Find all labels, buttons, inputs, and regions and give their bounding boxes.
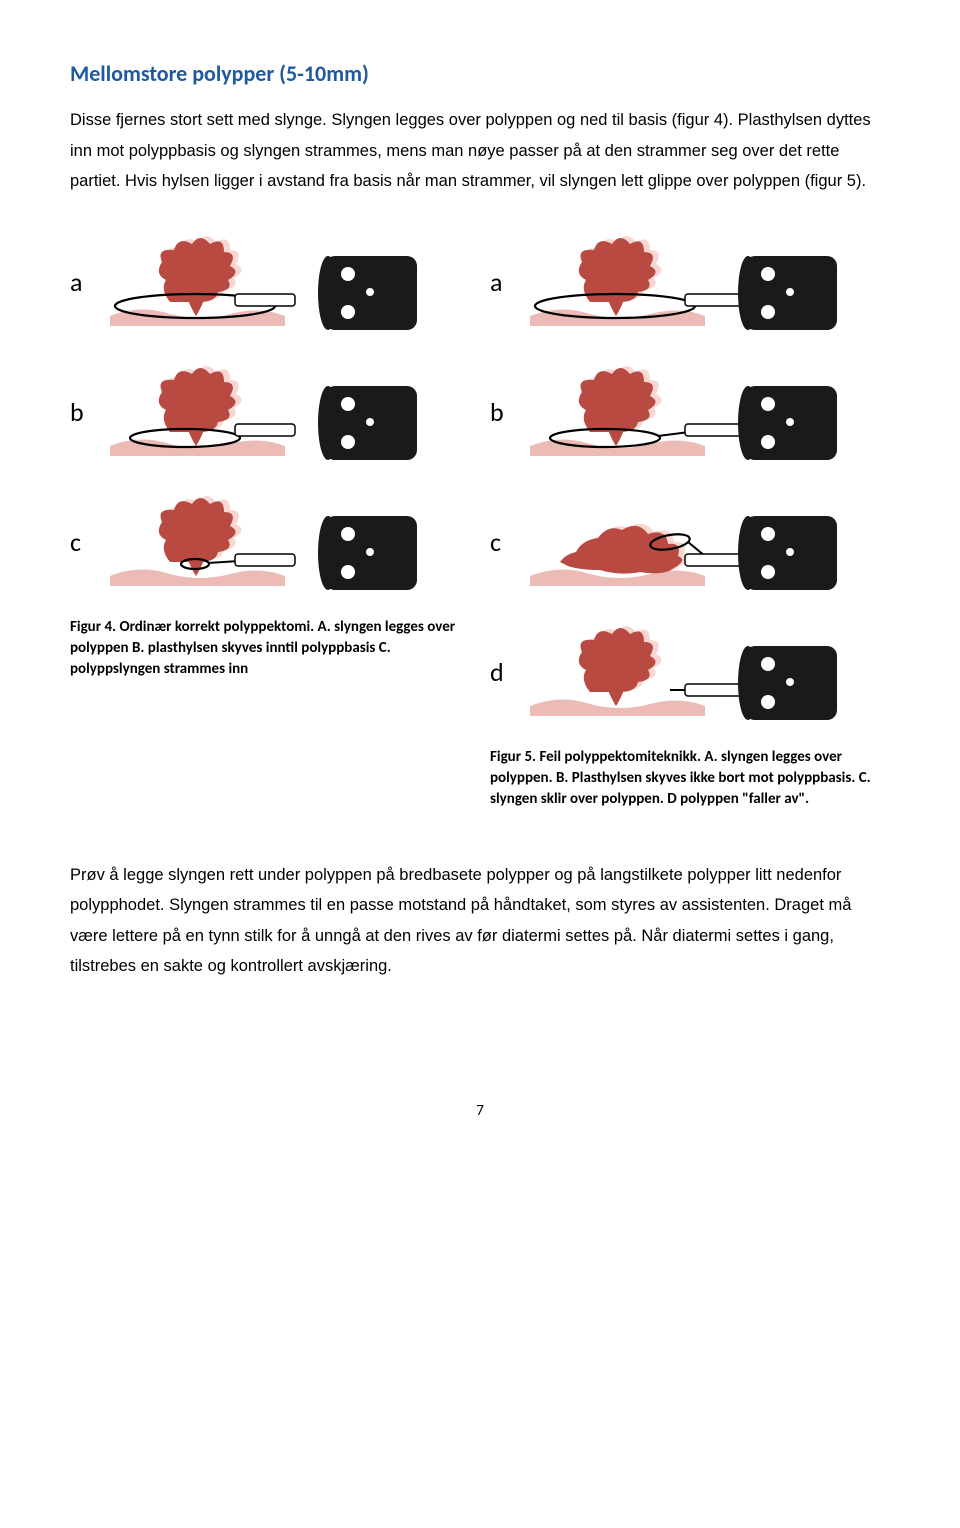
figure-4-row-label: c [70, 526, 100, 558]
figure-5-row: c [490, 487, 890, 597]
figure-5-row-label: c [490, 526, 520, 558]
figure-4-column: a b c [70, 227, 470, 810]
polyp-icon [100, 354, 430, 464]
polyp-icon [520, 224, 850, 334]
figure-5-row-label: b [490, 396, 520, 428]
figure-5-row: d [490, 617, 890, 727]
figure-4-row-label: b [70, 396, 100, 428]
intro-paragraph: Disse fjernes stort sett med slynge. Sly… [70, 105, 890, 197]
polyp-icon [520, 484, 850, 594]
figure-4-caption: Figur 4. Ordinær korrekt polyppektomi. A… [70, 617, 470, 680]
figure-5-row: a [490, 227, 890, 337]
figure-4-row: b [70, 357, 470, 467]
polyp-icon [520, 614, 850, 724]
figure-5-row: b [490, 357, 890, 467]
figure-4-row-label: a [70, 266, 100, 298]
outro-paragraph: Prøv å legge slyngen rett under polyppen… [70, 860, 890, 982]
figure-5-row-label: d [490, 656, 520, 688]
section-heading: Mellomstore polypper (5-10mm) [70, 60, 890, 87]
figure-5-caption: Figur 5. Feil polyppektomiteknikk. A. sl… [490, 747, 890, 810]
figure-4-row: a [70, 227, 470, 337]
figures-container: a b c [70, 227, 890, 810]
polyp-icon [520, 354, 850, 464]
figure-5-row-label: a [490, 266, 520, 298]
polyp-icon [100, 224, 430, 334]
page-number: 7 [70, 1102, 890, 1120]
figure-4-row: c [70, 487, 470, 597]
figure-5-column: a b c [490, 227, 890, 810]
polyp-icon [100, 484, 430, 594]
